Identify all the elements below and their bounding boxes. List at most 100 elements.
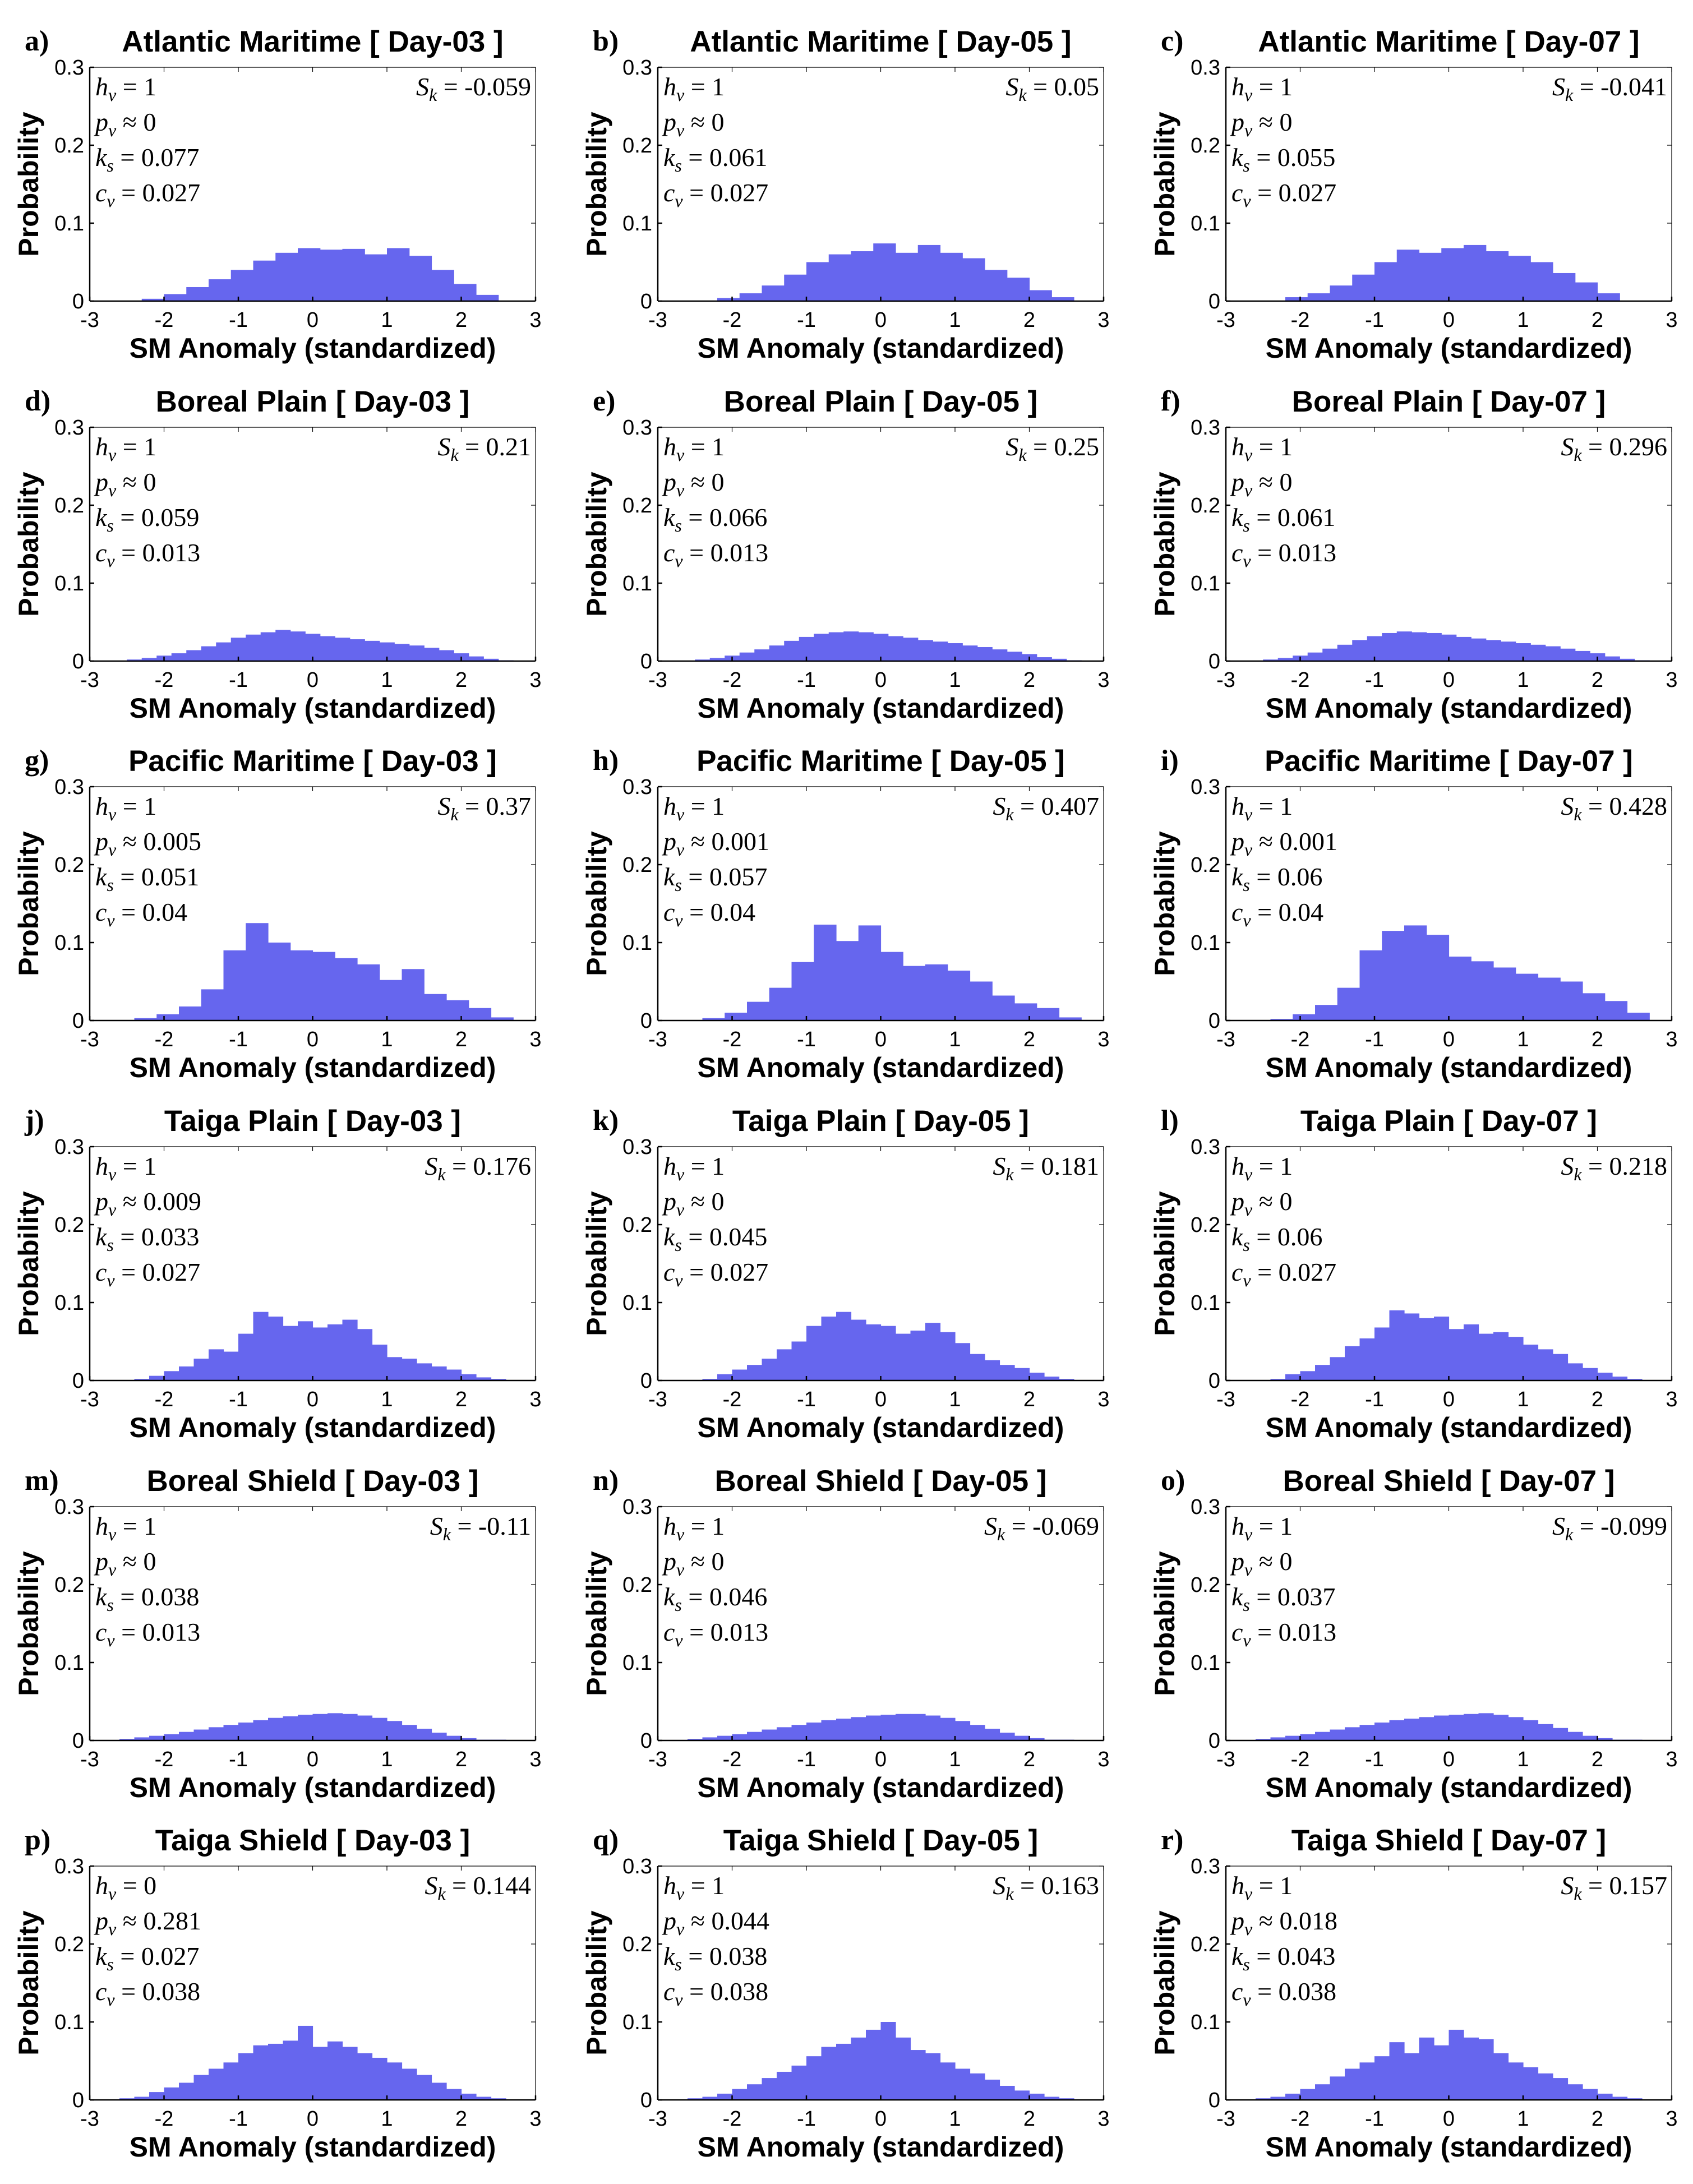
x-tick-label: -1 (1365, 1388, 1384, 1411)
panel-letter: i) (1161, 745, 1179, 777)
histogram-chart: n) Boreal Shield [ Day-05 ] -3 -2 -1 0 1 2 3 0 0.1… (581, 1465, 1110, 1803)
y-tick-label: 0.2 (1191, 853, 1220, 877)
histogram-bar (491, 2098, 506, 2100)
histogram-bar (1538, 977, 1561, 1021)
histogram-bar (439, 650, 454, 661)
x-tick-label: -2 (155, 308, 174, 332)
histogram-bar (1396, 631, 1412, 661)
histogram-bar (1567, 2084, 1583, 2100)
histogram-bar (171, 653, 187, 661)
histogram-bar (858, 925, 882, 1021)
histogram-bar (1014, 1735, 1030, 1740)
histogram-bar (917, 244, 941, 301)
stat-ks: ks = 0.051 (95, 862, 199, 895)
y-tick-label: 0 (72, 290, 84, 313)
stat-ks: ks = 0.027 (95, 1942, 199, 1974)
histogram-bar (1553, 273, 1576, 301)
histogram-bar (119, 1739, 135, 1740)
histogram-bar (491, 1017, 514, 1021)
histogram-bar (806, 2056, 822, 2100)
histogram-bar (1448, 957, 1471, 1021)
stat-sk: Sk = 0.05 (1005, 72, 1099, 105)
histogram-bar (910, 1714, 926, 1740)
histogram-bar (298, 1715, 313, 1740)
stat-cv: cv = 0.04 (663, 898, 755, 930)
histogram-bar (1493, 1332, 1509, 1380)
x-tick-label: 2 (1023, 1028, 1035, 1051)
histogram-bar (1330, 1729, 1345, 1740)
y-tick-label: 0.3 (622, 416, 652, 440)
histogram-bar (1315, 1731, 1331, 1740)
histogram-bar (417, 1729, 432, 1740)
histogram-bar (223, 1351, 239, 1380)
histogram-bar (253, 2045, 269, 2100)
histogram-bar (747, 1731, 763, 1740)
y-tick-label: 0.2 (1191, 1933, 1220, 1956)
histogram-bar (461, 1738, 477, 1740)
y-tick-label: 0 (72, 1729, 84, 1753)
histogram-bar (1007, 278, 1030, 301)
histogram-bar (201, 646, 216, 661)
histogram-bar (1359, 1725, 1375, 1740)
chart-title: Atlantic Maritime [ Day-03 ] (122, 25, 503, 58)
histogram-bar (1345, 2068, 1360, 2100)
histogram-chart: j) Taiga Plain [ Day-03 ] -3 -2 -1 0 1 2 3 0 0.1 0.… (13, 1105, 542, 1443)
histogram-bar (836, 1719, 852, 1740)
histogram-bar (955, 1721, 971, 1740)
histogram-bar (791, 962, 814, 1021)
histogram-bar (717, 298, 740, 301)
histogram-bar (268, 1717, 284, 1740)
stat-cv: cv = 0.013 (1231, 1618, 1336, 1650)
y-tick-label: 0.1 (1191, 2011, 1220, 2034)
stat-sk: Sk = 0.21 (437, 432, 531, 465)
histogram-bar (1612, 1377, 1628, 1380)
x-tick-label: 0 (875, 1388, 887, 1411)
histogram-bar (431, 1366, 447, 1380)
histogram-bar (1359, 950, 1382, 1021)
histogram-bar (342, 1714, 358, 1740)
histogram-bar (1583, 1735, 1598, 1740)
histogram-bar (149, 1375, 165, 1380)
histogram-bar (962, 645, 978, 661)
y-tick-label: 0.3 (54, 416, 84, 440)
x-tick-label: -1 (1365, 2107, 1384, 2131)
histogram-bar (769, 987, 792, 1021)
histogram-bar (201, 989, 224, 1021)
x-axis-label: SM Anomaly (standardized) (1266, 1772, 1632, 1803)
x-tick-label: 0 (307, 1388, 319, 1411)
y-tick-label: 0 (1208, 1009, 1220, 1033)
histogram-bar (851, 2037, 866, 2100)
y-tick-label: 0 (72, 650, 84, 673)
histogram-bar (327, 2041, 343, 2100)
histogram-bar (246, 923, 269, 1021)
x-tick-label: 0 (1443, 308, 1455, 332)
histogram-bar (223, 2062, 239, 2100)
histogram-bar (1583, 2089, 1598, 2100)
histogram-bar (372, 1717, 388, 1740)
x-tick-label: 1 (1517, 2107, 1529, 2131)
x-tick-label: -1 (229, 2107, 248, 2131)
x-tick-label: 2 (1023, 308, 1035, 332)
histogram-bar (1478, 2039, 1494, 2100)
stat-pv: pv ≈ 0.001 (1230, 827, 1337, 860)
stat-sk: Sk = -0.069 (984, 1512, 1099, 1544)
x-tick-label: -2 (155, 2107, 174, 2131)
stat-ks: ks = 0.055 (1231, 143, 1335, 176)
histogram-bar (1597, 293, 1620, 301)
histogram-bar (387, 1357, 403, 1380)
histogram-bar (1300, 2089, 1316, 2100)
histogram-panel: r) Taiga Shield [ Day-07 ] -3 -2 -1 0 1 2 3 0 0.1 0… (1136, 1799, 1693, 2163)
y-tick-label: 0 (640, 1009, 652, 1033)
histogram-bar (1597, 1738, 1613, 1740)
histogram-bar (970, 2073, 985, 2100)
x-tick-label: -3 (1216, 2107, 1235, 2131)
stat-pv: pv ≈ 0 (1230, 1547, 1292, 1580)
histogram-bar (1471, 961, 1494, 1021)
stat-cv: cv = 0.027 (663, 1258, 768, 1290)
stat-ks: ks = 0.045 (663, 1222, 767, 1255)
histogram-bar (1256, 2098, 1271, 2100)
histogram-bar (1508, 1717, 1524, 1740)
histogram-bar (851, 1319, 866, 1380)
chart-title: Boreal Plain [ Day-03 ] (156, 385, 470, 418)
